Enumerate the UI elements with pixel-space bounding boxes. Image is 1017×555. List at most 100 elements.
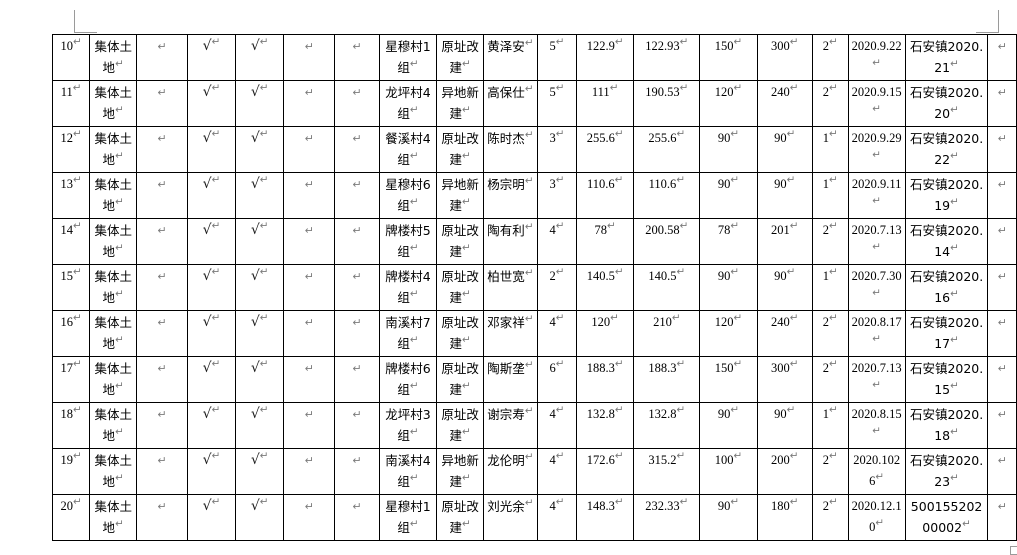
cell-owner-name[interactable]: 陶斯垄↵ xyxy=(483,356,538,403)
cell-approved-area[interactable]: 190.53↵ xyxy=(633,80,701,127)
cell-village-group[interactable]: 星穆村1 组↵ xyxy=(378,494,438,541)
cell-build-type[interactable]: 异地新建↵ xyxy=(436,80,484,127)
cell-check-1[interactable]: ↵ xyxy=(136,264,188,311)
cell-check-5[interactable]: ↵ xyxy=(334,126,380,173)
cell-approval-date[interactable]: 2020.8.15 ↵ xyxy=(847,402,906,449)
cell-population[interactable]: 4↵ xyxy=(536,402,578,449)
cell-check-3[interactable]: √↵ xyxy=(235,356,285,403)
cell-original-area[interactable]: 78↵ xyxy=(576,218,635,265)
cell-original-area[interactable]: 148.3↵ xyxy=(576,494,635,541)
cell-check-4[interactable]: ↵ xyxy=(283,218,336,265)
cell-check-5[interactable]: ↵ xyxy=(334,34,380,81)
cell-base-area[interactable]: 90↵ xyxy=(699,126,758,173)
cell-build-type[interactable]: 原址改建↵ xyxy=(436,34,484,81)
cell-check-3[interactable]: √↵ xyxy=(235,126,285,173)
cell-floors[interactable]: 2↵ xyxy=(811,310,849,357)
cell-approval-code[interactable]: 石安镇2020.19↵ xyxy=(904,172,989,219)
cell-approval-date[interactable]: 2020.7.30 ↵ xyxy=(847,264,906,311)
cell-land-nature[interactable]: 集体土地↵ xyxy=(89,356,138,403)
cell-check-1[interactable]: ↵ xyxy=(136,218,188,265)
cell-building-area[interactable]: 240↵ xyxy=(756,310,813,357)
cell-floors[interactable]: 2↵ xyxy=(811,34,849,81)
cell-population[interactable]: 6↵ xyxy=(536,356,578,403)
cell-approval-date[interactable]: 2020.12.10↵ xyxy=(847,494,906,541)
cell-population[interactable]: 4↵ xyxy=(536,218,578,265)
cell-floors[interactable]: 2↵ xyxy=(811,218,849,265)
cell-approval-code[interactable]: 石安镇2020.16↵ xyxy=(904,264,989,311)
cell-check-3[interactable]: √↵ xyxy=(235,172,285,219)
cell-approval-code[interactable]: 50015520200002↵ xyxy=(904,494,989,541)
cell-land-nature[interactable]: 集体土地↵ xyxy=(89,218,138,265)
cell-check-3[interactable]: √↵ xyxy=(235,448,285,495)
cell-approved-area[interactable]: 232.33↵ xyxy=(633,494,701,541)
cell-check-3[interactable]: √↵ xyxy=(235,310,285,357)
cell-build-type[interactable]: 原址改建↵ xyxy=(436,310,484,357)
cell-check-4[interactable]: ↵ xyxy=(283,448,336,495)
cell-check-2[interactable]: √↵ xyxy=(186,218,237,265)
cell-owner-name[interactable]: 刘光余↵ xyxy=(483,494,538,541)
cell-check-1[interactable]: ↵ xyxy=(136,126,188,173)
cell-check-1[interactable]: ↵ xyxy=(136,448,188,495)
cell-remark[interactable]: ↵ xyxy=(987,448,1017,495)
cell-approved-area[interactable]: 315.2↵ xyxy=(633,448,701,495)
cell-check-5[interactable]: ↵ xyxy=(334,172,380,219)
cell-remark[interactable]: ↵ xyxy=(987,494,1017,541)
cell-index[interactable]: 15↵ xyxy=(51,264,91,311)
cell-building-area[interactable]: 200↵ xyxy=(756,448,813,495)
cell-population[interactable]: 5↵ xyxy=(536,34,578,81)
cell-land-nature[interactable]: 集体土地↵ xyxy=(89,310,138,357)
cell-build-type[interactable]: 原址改建↵ xyxy=(436,356,484,403)
cell-check-3[interactable]: √↵ xyxy=(235,494,285,541)
cell-village-group[interactable]: 南溪村4 组↵ xyxy=(378,448,438,495)
cell-build-type[interactable]: 原址改建↵ xyxy=(436,402,484,449)
cell-remark[interactable]: ↵ xyxy=(987,310,1017,357)
cell-base-area[interactable]: 150↵ xyxy=(699,34,758,81)
cell-land-nature[interactable]: 集体土地↵ xyxy=(89,494,138,541)
cell-check-3[interactable]: √↵ xyxy=(235,264,285,311)
cell-approval-date[interactable]: 2020.9.11 ↵ xyxy=(847,172,906,219)
cell-remark[interactable]: ↵ xyxy=(987,402,1017,449)
cell-check-1[interactable]: ↵ xyxy=(136,402,188,449)
cell-check-1[interactable]: ↵ xyxy=(136,310,188,357)
cell-owner-name[interactable]: 柏世宽↵ xyxy=(483,264,538,311)
cell-approval-date[interactable]: 2020.9.22 ↵ xyxy=(847,34,906,81)
cell-floors[interactable]: 1↵ xyxy=(811,172,849,219)
cell-index[interactable]: 13↵ xyxy=(51,172,91,219)
cell-approval-date[interactable]: 2020.9.15 ↵ xyxy=(847,80,906,127)
cell-building-area[interactable]: 300↵ xyxy=(756,34,813,81)
cell-check-5[interactable]: ↵ xyxy=(334,356,380,403)
cell-build-type[interactable]: 原址改建↵ xyxy=(436,264,484,311)
cell-index[interactable]: 14↵ xyxy=(51,218,91,265)
cell-build-type[interactable]: 异地新建↵ xyxy=(436,448,484,495)
cell-building-area[interactable]: 90↵ xyxy=(756,172,813,219)
cell-index[interactable]: 10↵ xyxy=(51,34,91,81)
cell-remark[interactable]: ↵ xyxy=(987,218,1017,265)
cell-land-nature[interactable]: 集体土地↵ xyxy=(89,80,138,127)
cell-approved-area[interactable]: 210↵ xyxy=(633,310,701,357)
cell-building-area[interactable]: 90↵ xyxy=(756,264,813,311)
cell-land-nature[interactable]: 集体土地↵ xyxy=(89,172,138,219)
cell-building-area[interactable]: 240↵ xyxy=(756,80,813,127)
cell-population[interactable]: 4↵ xyxy=(536,494,578,541)
cell-check-1[interactable]: ↵ xyxy=(136,34,188,81)
cell-village-group[interactable]: 餐溪村4 组↵ xyxy=(378,126,438,173)
cell-approval-date[interactable]: 2020.7.13 ↵ xyxy=(847,356,906,403)
cell-check-2[interactable]: √↵ xyxy=(186,34,237,81)
cell-village-group[interactable]: 星穆村1 组↵ xyxy=(378,34,438,81)
cell-approval-code[interactable]: 石安镇2020.20↵ xyxy=(904,80,989,127)
cell-check-3[interactable]: √↵ xyxy=(235,218,285,265)
cell-check-5[interactable]: ↵ xyxy=(334,448,380,495)
cell-build-type[interactable]: 原址改建↵ xyxy=(436,494,484,541)
cell-check-5[interactable]: ↵ xyxy=(334,80,380,127)
cell-original-area[interactable]: 110.6↵ xyxy=(576,172,635,219)
cell-land-nature[interactable]: 集体土地↵ xyxy=(89,448,138,495)
cell-check-1[interactable]: ↵ xyxy=(136,494,188,541)
table-resize-handle[interactable] xyxy=(1010,546,1017,555)
cell-check-2[interactable]: √↵ xyxy=(186,402,237,449)
cell-check-2[interactable]: √↵ xyxy=(186,494,237,541)
cell-build-type[interactable]: 原址改建↵ xyxy=(436,126,484,173)
cell-check-4[interactable]: ↵ xyxy=(283,310,336,357)
cell-approval-code[interactable]: 石安镇2020.22↵ xyxy=(904,126,989,173)
cell-check-3[interactable]: √↵ xyxy=(235,80,285,127)
cell-check-4[interactable]: ↵ xyxy=(283,126,336,173)
